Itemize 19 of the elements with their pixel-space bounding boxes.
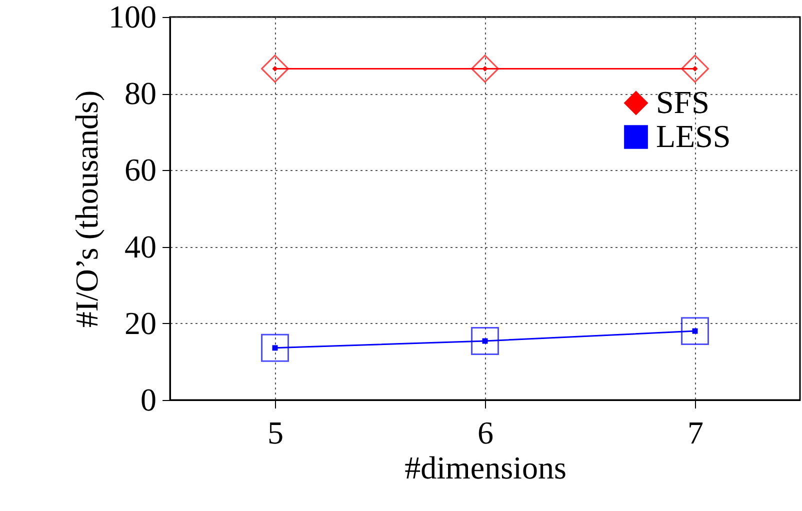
point [681, 54, 709, 83]
point [261, 54, 289, 83]
legend-label: LESS [656, 118, 731, 154]
y-tick-label: 0 [140, 382, 156, 418]
point [261, 334, 289, 362]
x-tick-label: 6 [478, 414, 494, 450]
point [471, 327, 499, 355]
y-tick-label: 20 [124, 304, 156, 341]
x-tick-label: 7 [688, 414, 704, 450]
point [471, 54, 499, 83]
point [681, 317, 709, 346]
y-tick-label: 100 [108, 0, 156, 34]
y-tick-label: 60 [124, 152, 156, 188]
legend-label: SFS [656, 84, 710, 120]
y-tick-label: 80 [124, 75, 156, 112]
x-axis-title: #dimensions [404, 450, 566, 486]
x-tick-label: 5 [268, 414, 284, 450]
y-axis-title: #I/O’s (thousands) [68, 90, 104, 328]
y-tick-label: 40 [124, 228, 156, 264]
